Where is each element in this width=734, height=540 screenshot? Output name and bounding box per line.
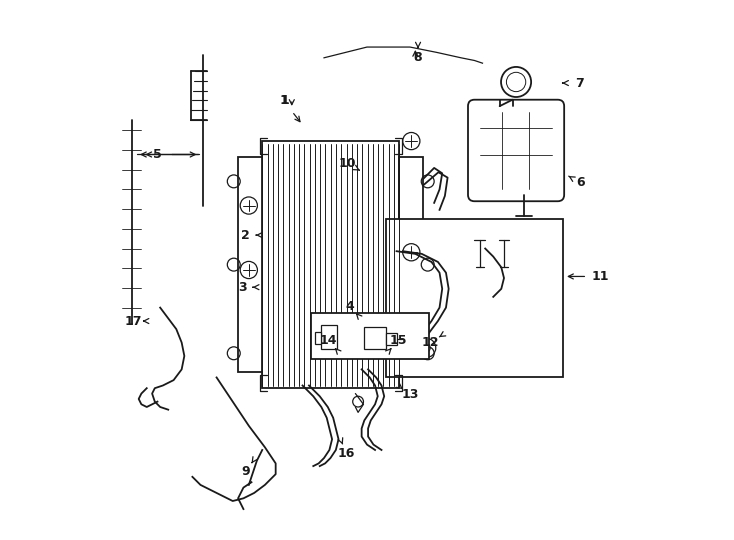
Bar xyxy=(386,219,563,377)
Bar xyxy=(399,157,424,372)
Text: 5: 5 xyxy=(153,148,162,161)
Text: 12: 12 xyxy=(421,336,439,349)
Bar xyxy=(321,325,338,349)
Text: 3: 3 xyxy=(238,281,247,294)
Text: 2: 2 xyxy=(241,228,250,241)
Bar xyxy=(315,332,321,343)
Text: 1: 1 xyxy=(280,94,288,107)
Text: 11: 11 xyxy=(592,270,609,283)
Text: 6: 6 xyxy=(576,177,584,190)
Bar xyxy=(310,313,429,359)
Bar xyxy=(262,141,399,388)
Text: 9: 9 xyxy=(241,465,250,478)
Bar xyxy=(364,327,386,349)
Bar xyxy=(238,157,262,372)
Text: 17: 17 xyxy=(125,314,142,328)
Text: 1: 1 xyxy=(281,94,290,107)
Bar xyxy=(386,333,396,345)
FancyBboxPatch shape xyxy=(468,100,564,201)
Text: 10: 10 xyxy=(339,157,357,170)
Text: 7: 7 xyxy=(575,77,584,90)
Text: 8: 8 xyxy=(414,51,422,64)
Text: 14: 14 xyxy=(319,334,337,347)
Text: 15: 15 xyxy=(390,334,407,347)
Text: 16: 16 xyxy=(338,447,355,460)
Text: 13: 13 xyxy=(401,388,418,401)
Text: 4: 4 xyxy=(346,300,355,313)
